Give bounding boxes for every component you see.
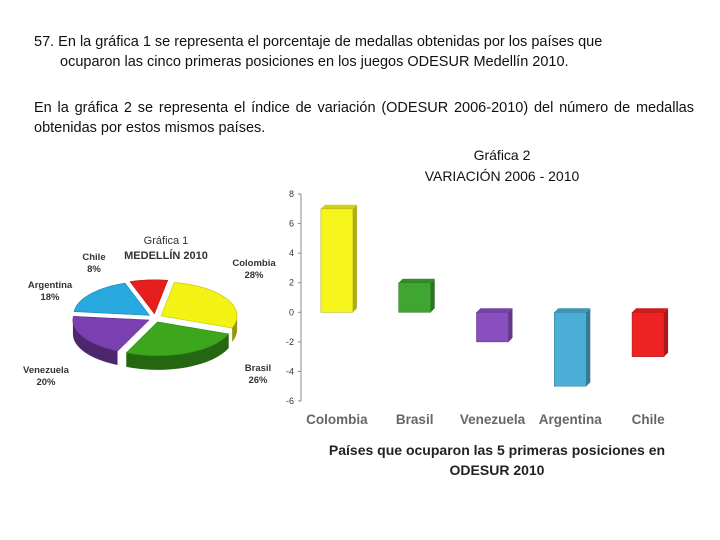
question-line-2: ocuparon las cinco primeras posiciones e… <box>60 54 569 70</box>
bar-y-tick-label: 8 <box>289 189 294 199</box>
pie-title: Gráfica 1 <box>144 235 189 247</box>
bar-x-axis-label-line-2: ODESUR 2010 <box>450 462 545 478</box>
pie-value-argentina: 18% <box>40 292 60 303</box>
bar-category-label-chile: Chile <box>632 412 665 427</box>
pie-label-brasil: Brasil <box>245 363 271 374</box>
pie-slice-side <box>126 333 229 370</box>
bar-y-tick-label: 0 <box>289 307 294 317</box>
question-line-1: 57. En la gráfica 1 se representa el por… <box>34 34 603 50</box>
pie-label-argentina: Argentina <box>28 280 73 291</box>
bar-y-tick-label: 2 <box>289 278 294 288</box>
bar-top-brasil <box>398 278 435 283</box>
pie-label-colombia: Colombia <box>232 258 276 269</box>
bar-top-chile <box>632 308 669 313</box>
pie-subtitle: MEDELLÍN 2010 <box>124 249 208 262</box>
pie-slice-side <box>72 320 118 366</box>
pie-slice-brasil <box>125 321 230 357</box>
bar-side-argentina <box>586 308 591 387</box>
bar-side-chile <box>664 308 669 357</box>
bar-side-brasil <box>430 278 435 313</box>
pie-slice-venezuela <box>72 315 150 352</box>
bar-subtitle: VARIACIÓN 2006 - 2010 <box>425 168 580 184</box>
bar-chile <box>631 311 665 357</box>
pie-label-venezuela: Venezuela <box>23 365 70 376</box>
pie-label-chile: Chile <box>82 252 105 263</box>
question-paragraph-2: En la gráfica 2 se representa el índice … <box>34 100 694 136</box>
bar-argentina <box>553 311 587 387</box>
bar-chart: Gráfica 2 VARIACIÓN 2006 - 2010 8 6 4 2 0 -2 -… <box>286 147 669 478</box>
bar-category-labels: Colombia Brasil Venezuela Argentina Chile <box>306 412 665 427</box>
bar-brasil <box>398 282 432 313</box>
pie-value-brasil: 26% <box>248 375 268 386</box>
bar-category-label-colombia: Colombia <box>306 412 368 427</box>
bar-category-label-argentina: Argentina <box>539 412 602 427</box>
bar-y-axis: 8 6 4 2 0 -2 -4 -6 <box>286 189 302 406</box>
bar-side-colombia <box>352 204 357 313</box>
question-paragraph-1: 57. En la gráfica 1 se representa el por… <box>34 32 694 72</box>
pie-value-colombia: 28% <box>244 270 264 281</box>
pie-value-chile: 8% <box>87 264 101 275</box>
bar-category-label-brasil: Brasil <box>396 412 434 427</box>
bar-venezuela <box>476 311 509 343</box>
pie-slice-colombia <box>160 282 238 329</box>
bar-y-tick-label: 4 <box>289 248 294 258</box>
pie-slices <box>72 279 238 370</box>
bar-y-tick-label: -6 <box>286 396 294 406</box>
bar-y-tick-label: -4 <box>286 366 294 376</box>
pie-slice-argentina <box>73 282 151 316</box>
bar-x-axis-label-line-1: Países que ocuparon las 5 primeras posic… <box>329 442 665 458</box>
pie-value-venezuela: 20% <box>36 377 56 388</box>
bar-marks <box>320 204 669 387</box>
bar-colombia <box>320 208 354 313</box>
bar-top-colombia <box>320 204 357 209</box>
bar-y-tick-label: -2 <box>286 337 294 347</box>
bar-top-argentina <box>554 308 591 313</box>
bar-top-venezuela <box>476 308 513 313</box>
bar-y-tick-label: 6 <box>289 219 294 229</box>
bar-title: Gráfica 2 <box>474 147 531 163</box>
bar-category-label-venezuela: Venezuela <box>460 412 526 427</box>
pie-slice-chile <box>129 279 169 315</box>
bar-side-venezuela <box>508 308 513 342</box>
